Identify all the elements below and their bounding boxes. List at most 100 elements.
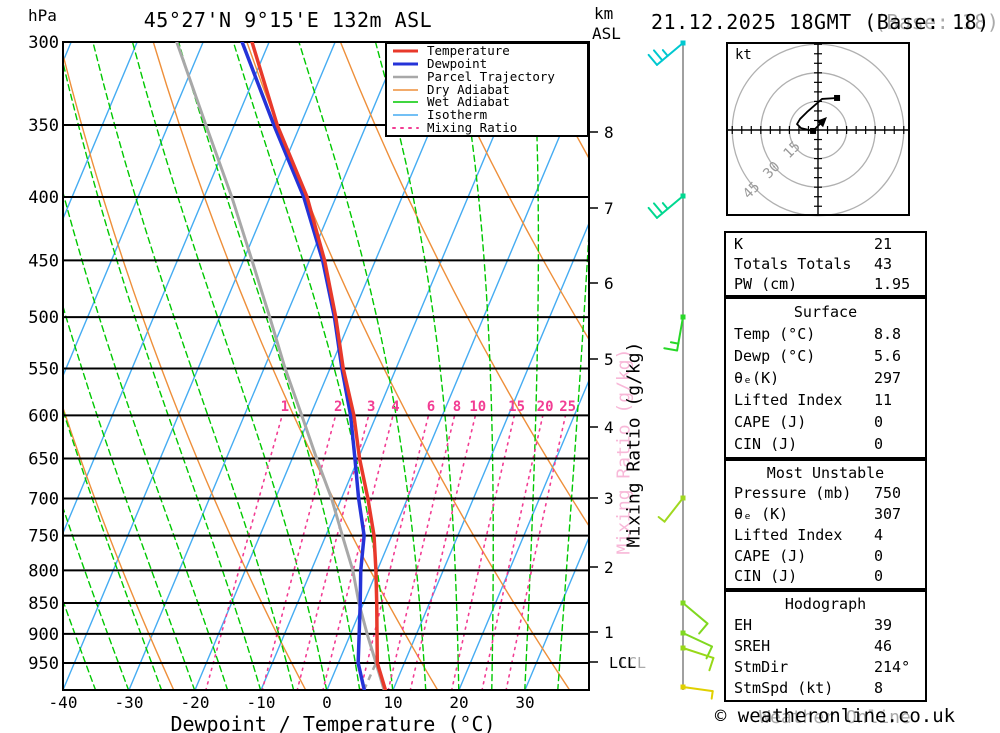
table-row-value: 21 <box>874 235 893 253</box>
wind-barb <box>663 314 686 352</box>
legend-item: Wet Adiabat <box>387 96 587 108</box>
wet-adiabat-lines <box>63 42 589 690</box>
table-row-value: 8.8 <box>874 325 902 343</box>
lcl-label-ghost: LCL <box>619 654 647 672</box>
km-tick-label: 6 <box>604 274 614 293</box>
pressure-tick-label: 800 <box>28 561 59 581</box>
table-row-label: Lifted Index <box>734 525 843 544</box>
table-section-header: Most Unstable <box>766 463 885 482</box>
hodograph-unit-label: kt <box>735 47 752 63</box>
legend-item-label: Parcel Trajectory <box>427 68 555 84</box>
table-row: Lifted Index 4 <box>726 526 925 544</box>
pressure-tick-label: 750 <box>28 527 59 547</box>
mixing-ratio-lines <box>205 414 567 690</box>
pressure-tick-label: 900 <box>28 625 59 645</box>
table-row-label: Dewp (°C) <box>734 347 816 365</box>
legend-item: Dewpoint <box>387 57 587 70</box>
table-row: Dewp (°C) 5.6 <box>726 347 925 365</box>
sounding-curves <box>175 42 388 690</box>
table-row: CAPE (J) 0 <box>726 547 925 565</box>
pressure-unit-label: hPa <box>28 6 57 25</box>
table-row-value: 750 <box>874 484 902 503</box>
km-tick-label: 3 <box>604 489 614 508</box>
km-tick-label: 7 <box>604 199 614 218</box>
pressure-tick-label: 500 <box>28 308 59 328</box>
pressure-tick-label: 950 <box>28 654 59 674</box>
table-row-label: Totals Totals <box>734 255 852 273</box>
table-row-value: 0 <box>874 413 884 431</box>
chart-legend: Temperature Dewpoint Parcel Trajectory Dry … <box>385 42 589 137</box>
table-row-value: 0 <box>874 546 884 565</box>
table-row-value: 39 <box>874 616 893 634</box>
table-row: SREH 46 <box>726 637 925 655</box>
table-row-label: StmDir <box>734 658 789 676</box>
wind-barb <box>680 645 715 672</box>
isotherm-lines <box>63 42 589 690</box>
table-row-value: 11 <box>874 391 893 409</box>
pressure-tick-label: 400 <box>28 188 59 208</box>
wind-barb <box>657 495 686 523</box>
page-title: 45°27'N 9°15'E 132m ASL <box>143 8 433 32</box>
table-row-label: SREH <box>734 637 771 655</box>
table-row-label: Temp (°C) <box>734 325 816 343</box>
km-tick-label: 1 <box>604 623 614 642</box>
legend-item: Mixing Ratio <box>387 120 587 136</box>
table-row: θₑ (K) 307 <box>726 505 925 523</box>
copyright-ghost: Weather Online <box>759 707 911 728</box>
mixing-ratio-label: 3 <box>367 399 375 415</box>
table-row-value: 307 <box>874 505 902 524</box>
legend-item-label: Wet Adiabat <box>427 94 510 110</box>
table-row: CIN (J) 0 <box>726 567 925 585</box>
legend-item: Temperature <box>387 44 587 57</box>
table-row-value: 43 <box>874 255 893 273</box>
x-tick-label: 0 <box>322 693 332 712</box>
table-row-label: Pressure (mb) <box>734 484 852 503</box>
legend-item-label: Dry Adiabat <box>427 81 510 97</box>
mixing-ratio-label: 4 <box>391 399 399 415</box>
mixing-ratio-label: 2 <box>334 399 342 415</box>
km-unit-label: km <box>594 4 614 23</box>
table-row-value: 4 <box>874 525 884 544</box>
pressure-tick-label: 550 <box>28 360 59 380</box>
table-row-label: CAPE (J) <box>734 546 807 565</box>
table-row: StmSpd (kt) 8 <box>726 679 925 697</box>
mixing-ratio-label: 1 <box>281 399 289 415</box>
mixing-ratio-label: 15 <box>508 399 525 415</box>
km-tick-label: 2 <box>604 558 614 577</box>
x-tick-label: 20 <box>449 693 468 712</box>
table-row: Pressure (mb) 750 <box>726 484 925 502</box>
table-row-label: Lifted Index <box>734 391 843 409</box>
table-row: Lifted Index 11 <box>726 391 925 409</box>
legend-line-sample <box>393 114 418 116</box>
table-row: StmDir 214° <box>726 658 925 676</box>
table-row-label: K <box>734 235 744 253</box>
table-row-value: 214° <box>874 658 911 676</box>
table-row-value: 1.95 <box>874 275 911 293</box>
mixing-ratio-label: 20 <box>537 399 554 415</box>
legend-item-label: Mixing Ratio <box>427 120 518 136</box>
table-row: Totals Totals 43 <box>726 255 925 273</box>
wind-barb <box>647 40 686 66</box>
x-tick-label: -40 <box>49 693 78 712</box>
table-row-label: PW (cm) <box>734 275 798 293</box>
wind-barb <box>680 684 714 700</box>
legend-line-sample <box>393 75 418 78</box>
mixing-ratio-label: 25 <box>559 399 576 415</box>
x-tick-label: -10 <box>247 693 276 712</box>
x-tick-label: -20 <box>181 693 210 712</box>
km-tick-label: 5 <box>604 350 614 369</box>
hodograph-trace <box>796 97 838 132</box>
legend-item: Parcel Trajectory <box>387 68 587 84</box>
legend-item: Dry Adiabat <box>387 81 587 97</box>
pressure-tick-label: 700 <box>28 489 59 509</box>
pressure-tick-label: 350 <box>28 116 59 136</box>
km-tick-label: 4 <box>604 418 614 437</box>
mixing-ratio-axis-label: Mixing Ratio (g/kg) <box>623 341 645 548</box>
lcl-label: LCL <box>609 654 637 672</box>
dewpoint-curve <box>240 42 366 690</box>
asl-unit-label: ASL <box>592 24 621 43</box>
table-row-label: CAPE (J) <box>734 413 807 431</box>
x-axis-title: Dewpoint / Temperature (°C) <box>170 712 496 733</box>
